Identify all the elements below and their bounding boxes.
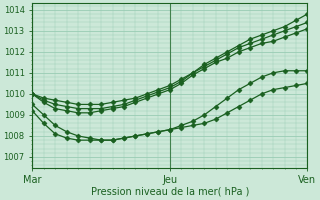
X-axis label: Pression niveau de la mer( hPa ): Pression niveau de la mer( hPa ) (91, 187, 249, 197)
